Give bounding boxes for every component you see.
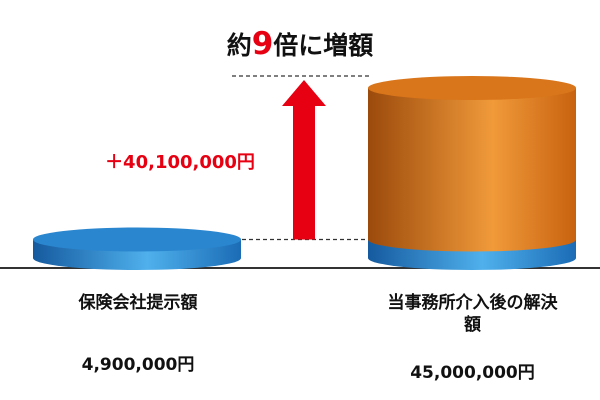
value-label: 45,000,000円 (410, 363, 535, 383)
title-part: 約 (226, 31, 252, 60)
cylinder-segment-edge (368, 227, 576, 252)
value-label: 4,900,000円 (81, 355, 195, 375)
cylinder-top (33, 227, 241, 252)
cylinder-top (368, 76, 576, 100)
title-number: 9 (251, 26, 274, 62)
cylinder-body (368, 88, 576, 240)
cylinder (368, 76, 576, 270)
category-label: 当事務所介入後の解決額 (387, 293, 558, 335)
cylinder (33, 227, 241, 270)
difference-label: ＋40,100,000円 (105, 152, 255, 173)
category-label: 保険会社提示額 (78, 293, 198, 313)
title-part: 倍に増額 (273, 31, 374, 60)
increase-arrow (282, 80, 326, 240)
chart-title: 約9倍に増額 (150, 26, 450, 62)
